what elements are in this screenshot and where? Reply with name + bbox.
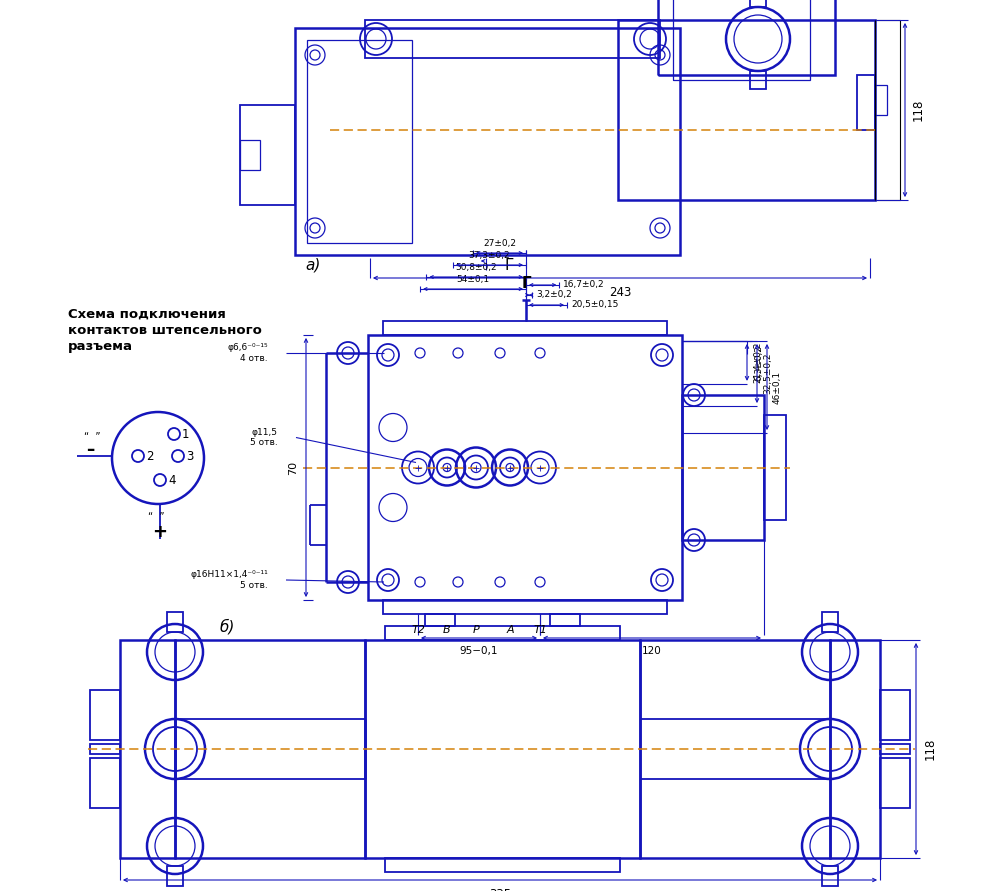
Bar [673,0,810,80]
Text: “  ”: “ ” [84,432,100,442]
Bar [658,0,835,75]
Bar [90,758,120,808]
Text: T1: T1 [533,625,547,635]
Bar [365,640,640,858]
Bar [365,20,660,58]
Text: Г: Г [504,257,513,273]
Text: φ6,6⁻⁰⁻¹⁵
4 отв.: φ6,6⁻⁰⁻¹⁵ 4 отв. [227,343,268,363]
Text: б): б) [220,619,235,635]
Text: 2: 2 [146,449,154,462]
Bar [240,140,260,170]
Bar [880,744,910,754]
Text: B: B [443,625,451,635]
Bar [750,71,766,89]
Text: 70: 70 [288,461,298,475]
Bar [857,75,875,130]
Text: разъема: разъема [68,340,133,353]
Text: Г: Г [521,276,531,291]
Text: “  ”: “ ” [148,512,164,522]
Text: P: P [473,625,479,635]
Text: а): а) [305,258,320,273]
Bar [383,600,667,614]
Bar [830,640,880,858]
Text: 46±0,1: 46±0,1 [773,371,782,404]
Text: 1: 1 [182,428,190,440]
Text: +: + [152,523,168,541]
Text: контактов штепсельного: контактов штепсельного [68,324,262,337]
Text: Схема подключения: Схема подключения [68,308,226,321]
Text: 6,3±0,2: 6,3±0,2 [754,345,763,380]
Text: 50,8±0,2: 50,8±0,2 [455,263,497,272]
Text: 54±0,1: 54±0,1 [457,275,490,284]
Bar [875,20,900,200]
Bar [385,626,620,640]
Text: 243: 243 [609,286,631,299]
Bar [822,612,838,632]
Text: 3: 3 [186,449,193,462]
Bar [618,20,875,200]
Text: A: A [506,625,514,635]
Bar [383,321,667,335]
Bar [307,40,412,243]
Text: T2: T2 [411,625,425,635]
Bar [822,866,838,886]
Text: 16,7±0,2: 16,7±0,2 [563,281,605,290]
Text: 20,5±0,15: 20,5±0,15 [571,300,618,309]
Text: –: – [86,441,94,459]
Text: 27±0,2: 27±0,2 [483,239,516,248]
Text: φ11,5
5 отв.: φ11,5 5 отв. [250,428,278,447]
Bar [640,640,830,858]
Text: 37,3±0,2: 37,3±0,2 [469,251,510,260]
Bar [750,0,766,7]
Bar [240,105,295,205]
Text: 32,5±0,2: 32,5±0,2 [763,353,772,394]
Bar [90,744,120,754]
Bar [682,395,764,540]
Bar [425,614,455,626]
Bar [550,614,580,626]
Text: φ16Н11×1,4⁻⁰⁻¹¹
5 отв.: φ16Н11×1,4⁻⁰⁻¹¹ 5 отв. [190,570,268,590]
Bar [167,866,183,886]
Text: 4: 4 [168,473,176,486]
Bar [167,612,183,632]
Text: 120: 120 [642,646,662,656]
Bar [90,690,120,740]
Text: 95−0,1: 95−0,1 [460,646,498,656]
Bar [764,415,786,520]
Bar [175,640,365,858]
Text: 3,2±0,2: 3,2±0,2 [536,290,572,299]
Text: 335: 335 [489,888,511,891]
Text: 118: 118 [912,99,925,121]
Bar [385,858,620,872]
Bar [368,335,682,600]
Bar [880,690,910,740]
Bar [295,28,680,255]
Bar [120,640,175,858]
Bar [875,85,887,115]
Text: 21,4±0,2: 21,4±0,2 [753,342,762,383]
Text: 118: 118 [924,738,937,760]
Bar [880,758,910,808]
